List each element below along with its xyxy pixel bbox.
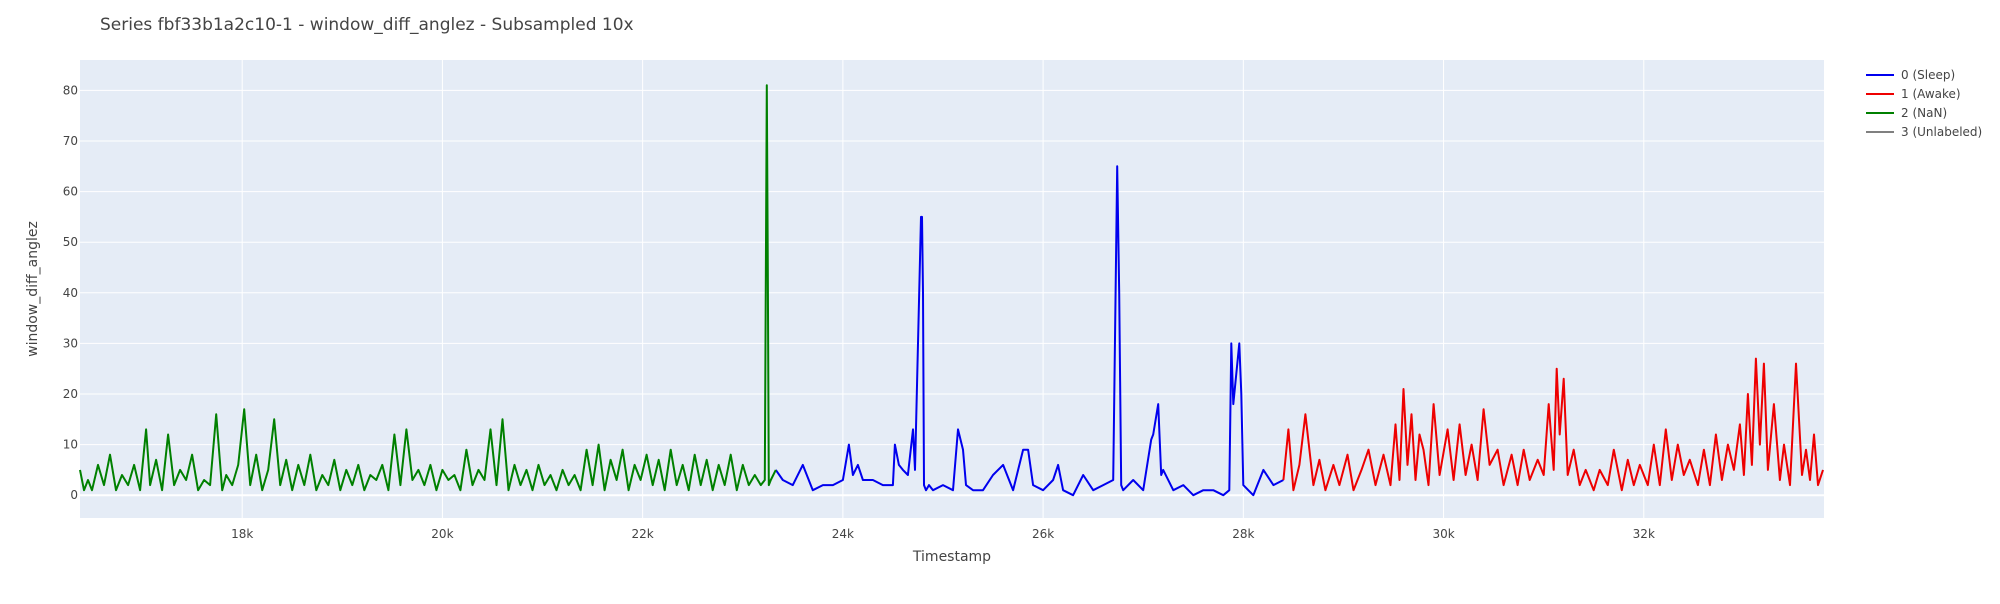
y-tick-label: 50 [63, 235, 78, 249]
series-line-0-sleep [774, 165, 1284, 497]
legend[interactable]: 0 (Sleep) 1 (Awake) 2 (NaN) 3 (Unlabeled) [1866, 68, 1982, 139]
y-tick-label: 60 [63, 185, 78, 199]
series-layer [79, 84, 1824, 497]
y-tick-label: 70 [63, 134, 78, 148]
series-line-2-nan [79, 84, 777, 492]
y-tick-label: 40 [63, 286, 78, 300]
legend-label: 0 (Sleep) [1901, 68, 1955, 82]
legend-label: 1 (Awake) [1901, 87, 1961, 101]
axis-ticks: 18k 20k 22k 24k 26k 28k 30k 32k 0 10 20 30 40 50 60 70 8… [63, 83, 1655, 541]
y-tick-label: 30 [63, 336, 78, 350]
legend-item[interactable]: 2 (NaN) [1866, 106, 1947, 120]
plot-area [80, 60, 1824, 518]
y-tick-label: 0 [70, 488, 78, 502]
y-axis-label: window_diff_anglez [25, 221, 41, 357]
y-tick-label: 80 [63, 83, 78, 97]
legend-item[interactable]: 1 (Awake) [1866, 87, 1961, 101]
x-tick-label: 22k [632, 527, 654, 541]
legend-label: 2 (NaN) [1901, 106, 1947, 120]
chart-title: Series fbf33b1a2c10-1 - window_diff_angl… [100, 15, 634, 35]
legend-item[interactable]: 0 (Sleep) [1866, 68, 1955, 82]
legend-label: 3 (Unlabeled) [1901, 125, 1982, 139]
series-line-1-awake [1282, 357, 1824, 492]
x-tick-label: 32k [1633, 527, 1655, 541]
x-tick-label: 24k [832, 527, 854, 541]
x-tick-label: 28k [1232, 527, 1254, 541]
grid [80, 60, 1824, 518]
y-tick-label: 10 [63, 438, 78, 452]
y-tick-label: 20 [63, 387, 78, 401]
legend-item[interactable]: 3 (Unlabeled) [1866, 125, 1982, 139]
x-axis-label: Timestamp [912, 549, 991, 565]
x-tick-label: 18k [231, 527, 253, 541]
x-tick-label: 26k [1032, 527, 1054, 541]
x-tick-label: 30k [1432, 527, 1454, 541]
x-tick-label: 20k [431, 527, 453, 541]
